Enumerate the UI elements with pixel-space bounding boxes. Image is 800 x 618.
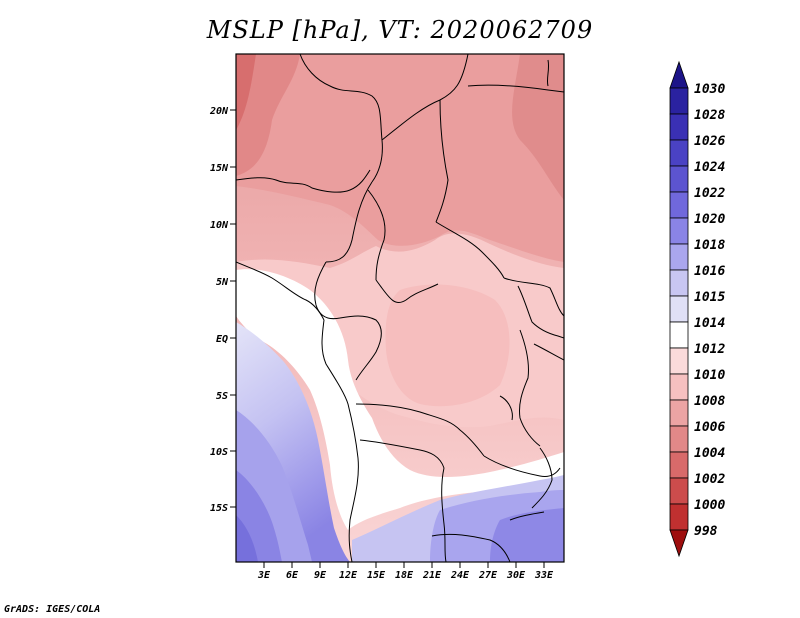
colorbar-label: 1008: [694, 394, 725, 409]
colorbar-label: 1000: [694, 498, 725, 513]
lon-label: 18E: [395, 570, 414, 581]
lon-label: 3E: [257, 570, 271, 581]
pressure-field: [236, 54, 564, 562]
colorbar-cell: [669, 373, 689, 401]
colorbar-cell: [669, 269, 689, 297]
country-borders: [236, 54, 564, 562]
colorbar-cell: [669, 87, 689, 115]
lat-label: 5N: [216, 277, 229, 288]
colorbar-cell: [669, 295, 689, 323]
colorbar-cell: [669, 165, 689, 193]
colorbar-label: 1010: [694, 368, 725, 383]
colorbar-cell: [669, 425, 689, 453]
lat-label: 5S: [216, 391, 228, 402]
colorbar-label: 1002: [694, 472, 725, 487]
lat-label: 20N: [209, 106, 229, 117]
colorbar-label: 1022: [694, 186, 725, 201]
colorbar-cell: [669, 191, 689, 219]
colorbar-top-arrow: [669, 60, 689, 89]
lon-label: 21E: [422, 570, 442, 581]
lon-label: 33E: [534, 570, 554, 581]
colorbar-label: 1028: [694, 108, 725, 123]
lon-label: 9E: [314, 570, 327, 581]
lon-label: 12E: [339, 570, 358, 581]
colorbar-label: 1006: [694, 420, 725, 435]
colorbar-cell: [669, 113, 689, 141]
colorbar-label: 1016: [694, 264, 725, 279]
lat-label: 10N: [210, 220, 229, 231]
colorbar-cell: [669, 347, 689, 375]
lat-label: 15N: [210, 163, 229, 174]
lon-label: 27E: [478, 570, 498, 581]
colorbar-cell: [669, 139, 689, 167]
colorbar-label: 1015: [694, 290, 725, 305]
lon-label: 30E: [506, 570, 526, 581]
lon-label: 6E: [286, 570, 299, 581]
colorbar-cell: [669, 399, 689, 427]
colorbar-cell: [669, 503, 689, 531]
colorbar-label: 1026: [694, 134, 725, 149]
colorbar-label: 1024: [694, 160, 725, 175]
colorbar-cell: [669, 451, 689, 479]
colorbar-label: 1030: [694, 82, 725, 97]
colorbar-label: 998: [694, 524, 718, 539]
grads-credit: GrADS: IGES/COLA: [4, 604, 101, 615]
colorbar-label: 1020: [694, 212, 725, 227]
lon-label: 24E: [450, 570, 470, 581]
colorbar-cell: [669, 243, 689, 271]
lat-label: EQ: [216, 334, 228, 345]
colorbar-label: 1012: [694, 342, 725, 357]
colorbar: 1030 1028 1026 1024 1022 1020 1018 1016 …: [669, 60, 725, 558]
map-title: MSLP [hPa], VT: 2020062709: [206, 16, 594, 44]
colorbar-label: 1014: [694, 316, 725, 331]
colorbar-label: 1018: [694, 238, 725, 253]
map-frame: [235, 53, 565, 563]
colorbar-bottom-arrow: [669, 529, 689, 558]
colorbar-cell: [669, 321, 689, 349]
colorbar-cell: [669, 217, 689, 245]
lat-label: 15S: [210, 503, 228, 514]
colorbar-label: 1004: [694, 446, 725, 461]
colorbar-cell: [669, 477, 689, 505]
lon-label: 15E: [367, 570, 386, 581]
lat-label: 10S: [210, 447, 228, 458]
